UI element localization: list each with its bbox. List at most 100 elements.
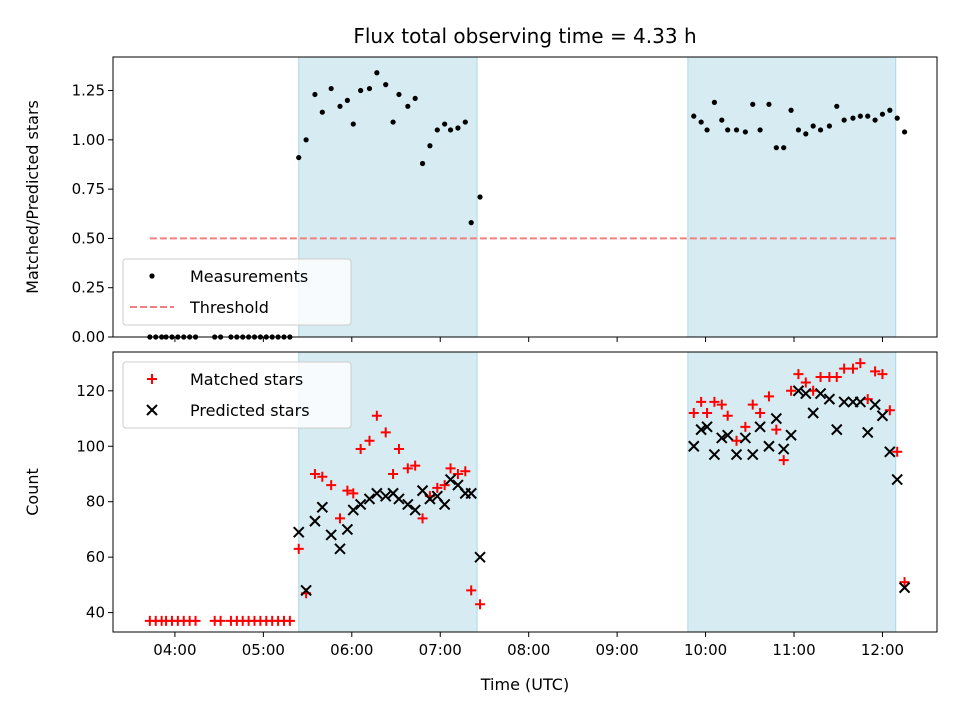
predicted-point [838,396,850,408]
measurement-point [455,125,461,131]
measurement-point [427,143,433,149]
measurement-point [366,85,373,92]
x-tick-label: 11:00 [772,641,815,659]
predicted-point [409,504,421,516]
measurement-point [468,220,474,226]
matched-point [899,577,910,588]
matched-point [215,615,226,626]
measurement-point [810,123,816,129]
matched-point [877,369,888,380]
measurement-point [442,121,448,127]
matched-point [388,468,399,479]
matched-point [870,366,881,377]
matched-point [439,480,450,491]
predicted-point [807,407,819,419]
x-tick-label: 05:00 [242,641,285,659]
predicted-point [347,504,359,516]
measurement-point [781,145,787,151]
x-tick-label: 10:00 [684,641,727,659]
matched-point [326,480,337,491]
x-tick-label: 06:00 [330,641,373,659]
matched-point [293,543,304,554]
predicted-point [823,393,836,405]
predicted-point [695,423,707,436]
matched-point [831,371,842,382]
measurement-point [865,113,871,119]
legend-measurement-marker [149,273,155,279]
measurement-point [704,127,710,133]
top-panel: 0.00 0.25 0.50 0.75 1.00 1.25 Matched/Predicte… [23,56,938,346]
shaded-interval [687,56,897,338]
predicted-point [688,440,700,452]
y-tick-label: 0.25 [72,279,105,297]
x-tick-label: 07:00 [419,641,462,659]
measurement-point [788,107,794,113]
measurement-point [733,127,740,133]
measurement-point [691,113,697,119]
legend-box [122,361,352,429]
matched-point [722,410,733,421]
measurement-point [358,87,364,94]
matched-point [348,488,359,499]
measurement-point [312,91,318,98]
measurement-point [719,117,725,123]
predicted-point [754,421,766,433]
legend-label: Matched stars [190,370,303,389]
matched-point [778,455,789,466]
measurement-point [396,91,402,98]
predicted-point [898,581,911,594]
matched-point [815,371,826,382]
predicted-point [884,446,896,458]
x-tick-label: 09:00 [596,641,639,659]
y-tick-label: 120 [76,382,105,400]
y-axis-label: Matched/Predicted stars [23,100,42,294]
predicted-point [300,584,312,597]
measurement-point [711,99,718,105]
predicted-point [325,529,337,541]
matched-point [740,421,751,432]
matched-point [892,446,903,457]
matched-point [731,435,742,446]
matched-point [771,424,782,435]
matched-point [190,615,201,626]
x-tick-label: 12:00 [861,641,904,659]
matched-point [460,466,471,477]
matched-point [402,463,413,474]
measurement-point [887,107,893,113]
predicted-point [730,448,743,461]
predicted-point [862,426,874,439]
predicted-point [716,432,728,444]
y-tick-label: 0.00 [72,328,105,346]
measurement-point [412,95,418,102]
predicted-point [739,432,752,444]
measurement-point [857,113,863,119]
predicted-point [438,498,451,511]
predicted-point [402,498,414,511]
legend-predicted-marker [146,404,158,416]
predicted-point [424,493,436,505]
matched-point [786,385,797,396]
predicted-point [831,423,843,436]
matched-point [364,435,375,446]
measurement-point [841,117,847,123]
measurement-point [383,82,389,88]
predicted-point [316,501,329,513]
predicted-point [763,440,775,452]
measurement-point [303,137,309,143]
predicted-point [334,543,346,555]
legend-label: Predicted stars [190,401,310,420]
predicted-point [341,523,354,536]
y-tick-label: 1.00 [72,131,105,149]
matched-point [317,471,328,482]
y-axis-label: Count [23,468,42,516]
measurement-point [390,119,396,125]
x-tick-label: 04:00 [153,641,196,659]
measurement-point [750,101,756,107]
matched-point [755,407,766,418]
legend-box [122,258,352,326]
matched-point [800,377,811,388]
measurement-point [834,103,840,109]
bottom-panel: 40 60 80 100 120 04:00 05:00 06:00 07:00 08:00 09:… [23,351,938,694]
measurement-point [901,129,908,135]
measurement-point [434,127,440,133]
